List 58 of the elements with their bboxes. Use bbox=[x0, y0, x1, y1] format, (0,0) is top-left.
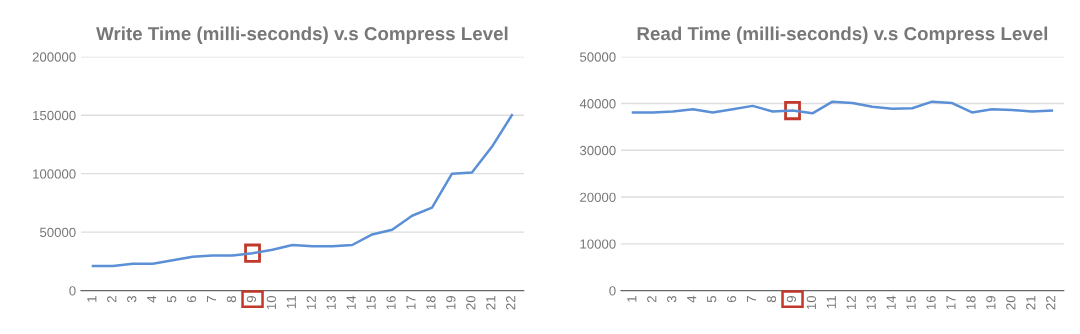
x-tick-label: 13 bbox=[326, 296, 336, 310]
x-tick-label: 7 bbox=[746, 296, 757, 303]
x-tick-label: 2 bbox=[647, 296, 657, 303]
y-tick-label: 10000 bbox=[580, 239, 616, 249]
x-tick-label: 22 bbox=[506, 296, 516, 310]
y-tick-label: 0 bbox=[69, 286, 76, 296]
x-tick-label: 11 bbox=[826, 296, 836, 309]
x-tick-label: 17 bbox=[946, 296, 956, 310]
y-tick-label: 40000 bbox=[579, 99, 616, 109]
x-tick-label: 1 bbox=[87, 296, 97, 302]
x-tick-label: 18 bbox=[426, 296, 436, 310]
x-tick-label: 12 bbox=[306, 296, 316, 310]
x-tick-label: 19 bbox=[986, 296, 996, 310]
x-tick-label: 22 bbox=[1046, 296, 1056, 310]
x-tick-label: 14 bbox=[886, 295, 896, 310]
chart-title: Write Time (milli-seconds) v.s Compress Level bbox=[96, 26, 508, 44]
chart-title: Read Time (milli-seconds) v.s Compress Level bbox=[637, 26, 1048, 44]
x-tick-label: 16 bbox=[386, 296, 396, 310]
x-tick-label: 15 bbox=[906, 295, 916, 310]
x-tick-label: 13 bbox=[866, 296, 876, 310]
x-tick-label: 3 bbox=[127, 296, 137, 303]
x-tick-label: 9 bbox=[786, 296, 797, 303]
x-tick-label: 8 bbox=[766, 296, 777, 303]
x-tick-label: 19 bbox=[446, 296, 456, 310]
y-tick-label: 30000 bbox=[579, 145, 616, 156]
x-tick-label: 6 bbox=[726, 296, 737, 303]
y-tick-label: 50000 bbox=[39, 227, 76, 238]
x-tick-label: 4 bbox=[147, 295, 157, 303]
x-tick-label: 17 bbox=[406, 296, 416, 310]
x-tick-label: 20 bbox=[1006, 295, 1016, 310]
x-tick-label: 10 bbox=[266, 295, 277, 310]
x-tick-label: 8 bbox=[226, 296, 237, 303]
x-tick-label: 14 bbox=[346, 295, 356, 310]
x-tick-label: 1 bbox=[627, 296, 637, 302]
x-tick-label: 2 bbox=[107, 296, 117, 303]
line-series bbox=[91, 113, 514, 268]
x-tick-label: 15 bbox=[366, 295, 376, 310]
x-tick-label: 16 bbox=[926, 296, 936, 310]
x-tick-label: 18 bbox=[966, 296, 976, 310]
y-tick-label: 200000 bbox=[32, 52, 76, 62]
x-tick-label: 10 bbox=[806, 295, 817, 310]
x-tick-label: 21 bbox=[486, 296, 496, 310]
y-tick-label: 50000 bbox=[579, 52, 616, 62]
y-tick-label: 150000 bbox=[33, 110, 76, 121]
x-tick-label: 5 bbox=[167, 295, 177, 303]
x-tick-label: 4 bbox=[687, 295, 697, 303]
x-tick-label: 9 bbox=[246, 296, 257, 303]
x-tick-label: 5 bbox=[707, 295, 717, 303]
x-tick-label: 20 bbox=[466, 295, 476, 310]
y-tick-label: 0 bbox=[609, 286, 616, 296]
x-tick-label: 21 bbox=[1026, 296, 1036, 310]
x-tick-label: 11 bbox=[286, 296, 296, 309]
x-tick-label: 3 bbox=[667, 296, 677, 303]
y-tick-label: 100000 bbox=[33, 169, 76, 179]
x-tick-label: 6 bbox=[186, 296, 197, 303]
y-tick-label: 20000 bbox=[580, 192, 616, 202]
x-tick-label: 12 bbox=[846, 296, 856, 310]
x-tick-label: 7 bbox=[206, 296, 217, 303]
